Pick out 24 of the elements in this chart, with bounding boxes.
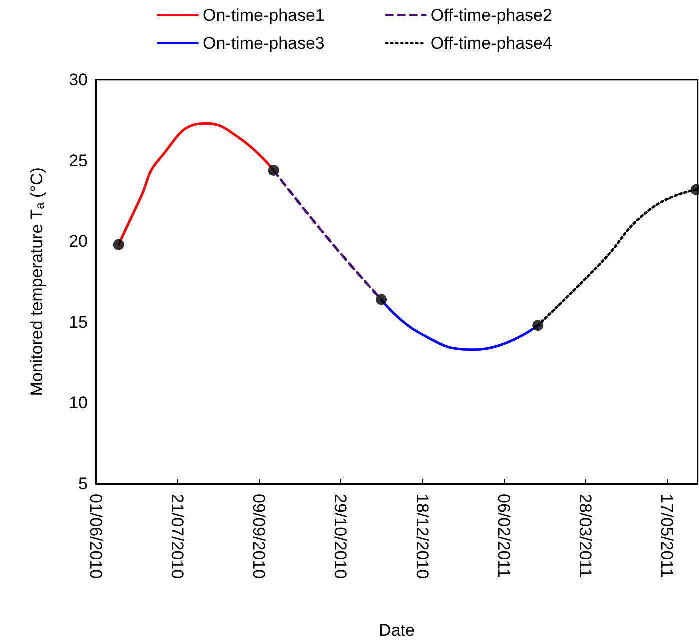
x-tick-label: 06/02/2011	[494, 494, 514, 578]
legend-label: Off-time-phase2	[430, 6, 552, 25]
x-axis-title: Date	[379, 621, 415, 640]
point	[376, 294, 387, 306]
point	[268, 165, 280, 176]
legend-label: On-time-phase3	[203, 34, 325, 53]
y-tick-label: 25	[69, 151, 88, 170]
x-tick-label: 17/05/2011	[658, 494, 677, 578]
x-tick-label: 21/07/2010	[168, 494, 188, 580]
y-tick-label: 20	[69, 232, 88, 252]
x-tick-label: 09/09/2010	[250, 494, 269, 580]
y-tick-label: 30	[69, 70, 88, 90]
legend-label: Off-time-phase4	[430, 34, 552, 53]
x-tick-label: 28/03/2011	[576, 494, 595, 578]
legend-label: On-time-phase1	[203, 6, 325, 25]
x-tick-label: 01/06/2010	[86, 494, 106, 580]
point	[113, 239, 124, 250]
y-tick-label: 10	[69, 394, 88, 413]
y-axis-title: Monitored temperature Ta (°C)	[28, 168, 47, 396]
x-tick-label: 29/10/2010	[331, 494, 350, 580]
y-tick-label: 15	[69, 312, 88, 332]
y-tick-label: 5	[78, 474, 88, 494]
x-tick-label: 18/12/2010	[412, 494, 432, 580]
point	[532, 320, 544, 332]
